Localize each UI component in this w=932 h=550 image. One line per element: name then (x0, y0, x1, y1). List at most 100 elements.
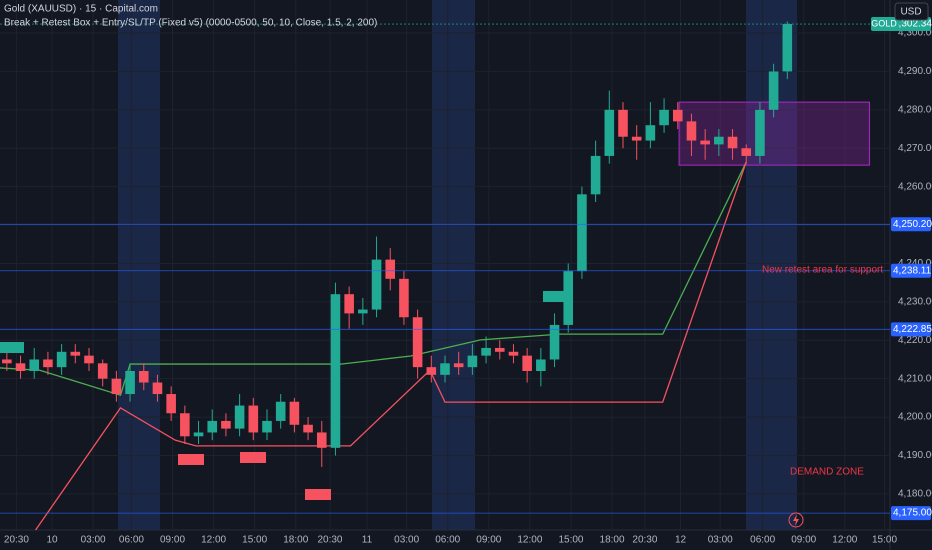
x-tick-label: 12 (675, 535, 687, 546)
price-marker-label: 4,238.11 (893, 265, 932, 276)
candle-body (453, 363, 464, 368)
candle-body (755, 109, 765, 156)
x-tick-label: 15:00 (242, 535, 267, 546)
candle-body (741, 148, 752, 156)
price-marker (891, 263, 931, 278)
y-tick-label: 4,280.00 (898, 104, 932, 115)
y-tick-label: 4,180.00 (898, 489, 932, 500)
candle-body (344, 294, 354, 314)
break-label (0, 342, 24, 353)
candle-body (686, 121, 697, 141)
candle-body (303, 424, 313, 433)
currency-button[interactable] (894, 2, 929, 21)
candle-body (494, 347, 505, 352)
candle-body (631, 136, 642, 141)
candle-body (399, 278, 409, 318)
y-tick-label: 4,240.00 (898, 258, 932, 269)
break-label (240, 452, 266, 463)
event-icon[interactable] (788, 512, 804, 528)
candle-body (84, 355, 94, 364)
candle-body (97, 363, 108, 379)
candle-body (577, 194, 587, 272)
candle-body (618, 109, 628, 137)
candle-body (522, 355, 532, 371)
price-marker-label: 4,175.00 (893, 508, 932, 519)
candle-body (207, 420, 218, 433)
candle-body (590, 155, 601, 195)
candle-body (672, 109, 683, 122)
event-icon-bolt (793, 514, 799, 526)
candle-body (138, 371, 149, 383)
candle-body (289, 401, 300, 425)
annotation: DEMAND ZONE (790, 467, 864, 478)
x-tick-label: 12:00 (517, 535, 542, 546)
candle-body (111, 378, 122, 395)
y-tick-label: 4,300.00 (898, 28, 932, 39)
y-tick-label: 4,210.00 (898, 373, 932, 384)
session-shade (432, 0, 475, 530)
candle-body (70, 351, 81, 356)
symbol-tag (871, 17, 898, 32)
candle-body (125, 371, 135, 395)
y-tick-label: 4,260.00 (898, 181, 932, 192)
candle-body (481, 347, 491, 356)
price-marker (891, 506, 931, 521)
x-tick-label: 10 (46, 535, 58, 546)
x-tick-label: 18:00 (283, 535, 308, 546)
candle-body (262, 420, 272, 433)
candle-body (56, 351, 67, 368)
indicator-title: Break + Retest Box + Entry/SL/TP (Fixed … (4, 18, 377, 29)
y-tick-label: 4,290.00 (898, 66, 932, 77)
candle-body (275, 401, 286, 421)
y-tick-label: 4,200.00 (898, 412, 932, 423)
candle-body (782, 24, 793, 72)
candle-body (358, 309, 368, 314)
x-tick-label: 09:00 (476, 535, 501, 546)
chart-title: Gold (XAUUSD) · 15 · Capital.com (4, 4, 158, 15)
y-tick-label: 4,190.00 (898, 450, 932, 461)
symbol-tag-label: GOLD (871, 18, 897, 28)
candle-body (180, 413, 190, 437)
candle-body (152, 382, 163, 395)
candle-body (234, 405, 245, 429)
candle-body (714, 136, 724, 145)
candle-body (2, 359, 12, 364)
candle-body (645, 125, 656, 141)
candle-body (508, 351, 519, 356)
candle-body (316, 432, 327, 448)
annotation: New retest area for support (762, 265, 883, 276)
x-tick-label: 12:00 (832, 535, 857, 546)
x-tick-label: 03:00 (81, 535, 106, 546)
candle-body (193, 432, 204, 437)
candle-body (467, 355, 478, 368)
candle-body (385, 259, 396, 279)
x-tick-label: 11 (362, 535, 373, 546)
candle-body (330, 294, 341, 448)
y-tick-label: 4,220.00 (898, 335, 932, 346)
price-marker-label: 4,302.34 (893, 19, 932, 30)
x-tick-label: 20:30 (317, 535, 342, 546)
candle-body (15, 363, 26, 371)
break-label (178, 454, 204, 465)
candle-body (536, 359, 546, 371)
x-tick-label: 15:00 (872, 535, 897, 546)
candle-body (700, 140, 710, 145)
retest-zone (678, 101, 871, 166)
candle-body (426, 367, 437, 375)
candle-body (768, 71, 779, 110)
indicator-line (35, 161, 747, 531)
x-tick-label: 06:00 (750, 535, 775, 546)
candle-body (727, 136, 738, 149)
candle-body (221, 420, 231, 429)
candle-body (440, 363, 450, 375)
price-marker-label: 4,222.85 (893, 324, 932, 335)
x-tick-label: 06:00 (119, 535, 144, 546)
candle-body (604, 109, 615, 156)
y-tick-label: 4,230.00 (898, 297, 932, 308)
price-marker (891, 217, 931, 232)
x-tick-label: 18:00 (600, 535, 625, 546)
candle-body (166, 394, 176, 414)
x-tick-label: 03:00 (708, 535, 733, 546)
currency-label: USD (900, 7, 921, 18)
